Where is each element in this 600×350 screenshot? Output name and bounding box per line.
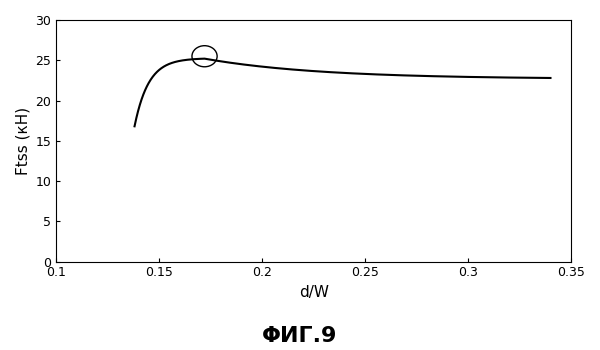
Text: ΦИГ.9: ΦИГ.9 (262, 327, 338, 346)
Y-axis label: Ftss (кН): Ftss (кН) (15, 107, 30, 175)
X-axis label: d/W: d/W (299, 285, 329, 300)
